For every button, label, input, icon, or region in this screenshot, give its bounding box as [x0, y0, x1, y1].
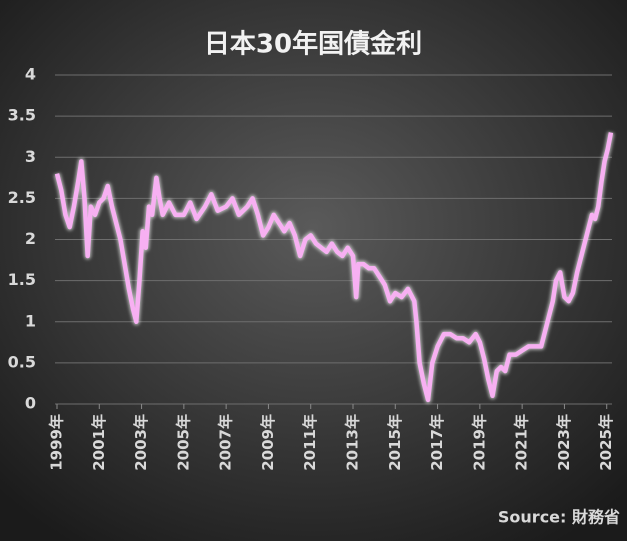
y-tick-label: 4 — [25, 65, 36, 84]
x-tick-label: 2001年 — [90, 414, 108, 471]
y-tick-label: 0 — [25, 394, 36, 413]
y-tick-label: 2 — [25, 229, 36, 248]
x-tick-label: 2019年 — [470, 414, 488, 471]
x-tick-label: 2023年 — [555, 414, 573, 471]
source: Source: 財務省 — [498, 508, 620, 527]
x-tick-label: 2011年 — [301, 414, 319, 471]
y-tick-label: 0.5 — [8, 352, 36, 371]
y-tick-label: 1 — [25, 311, 36, 330]
y-tick-label: 1.5 — [8, 270, 36, 289]
x-tick-label: 2025年 — [597, 414, 615, 471]
chart-title: 日本30年国債金利 — [204, 29, 422, 60]
x-tick-label: 2009年 — [259, 414, 277, 471]
x-tick-label: 2007年 — [217, 414, 235, 471]
y-tick-label: 3 — [25, 147, 36, 166]
x-tick-label: 2005年 — [174, 414, 192, 471]
x-tick-label: 2017年 — [428, 414, 446, 471]
x-tick-label: 2003年 — [132, 414, 150, 471]
x-tick-label: 2015年 — [386, 414, 404, 471]
x-tick-label: 1999年 — [48, 414, 66, 471]
x-tick-label: 2021年 — [513, 414, 531, 471]
line — [54, 132, 614, 403]
y-tick-label: 3.5 — [8, 106, 36, 125]
y-tick-label: 2.5 — [8, 188, 36, 207]
x-tick-label: 2013年 — [344, 414, 362, 471]
